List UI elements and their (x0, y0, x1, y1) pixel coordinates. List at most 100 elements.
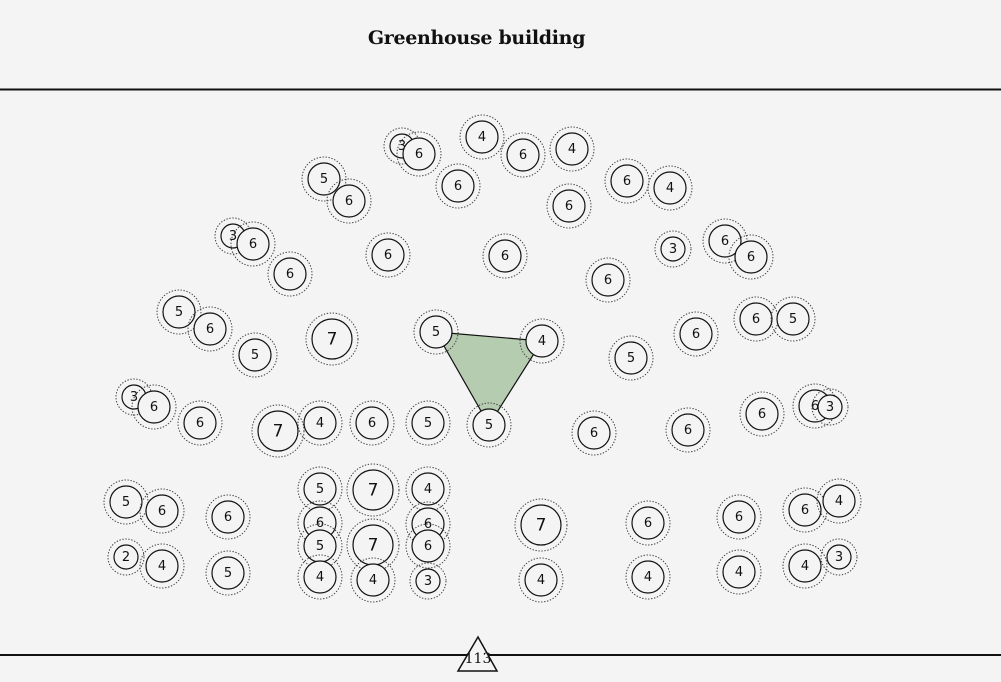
node-outer-ring (187, 306, 233, 352)
node-circle (145, 549, 179, 583)
node-outer-ring (297, 554, 343, 600)
node: 3 (811, 388, 849, 426)
node-value: 3 (835, 550, 843, 565)
node: 3 (409, 562, 447, 600)
node-outer-ring (205, 550, 251, 596)
node-circle (822, 484, 856, 518)
node-circle (788, 493, 822, 527)
node-outer-ring (519, 318, 565, 364)
node: 6 (349, 400, 395, 446)
node-outer-ring (716, 494, 762, 540)
node-value: 5 (122, 495, 130, 510)
node-value: 3 (826, 400, 834, 415)
node-value: 4 (158, 559, 166, 574)
node: 6 (625, 500, 671, 546)
node: 6 (205, 494, 251, 540)
node-value: 6 (752, 312, 760, 327)
node: 4 (716, 549, 762, 595)
node-value: 4 (316, 416, 324, 431)
node: 5 (770, 296, 816, 342)
node-outer-ring (673, 311, 719, 357)
node-circle (236, 227, 270, 261)
node: 4 (139, 543, 185, 589)
node-value: 6 (758, 407, 766, 422)
node-value: 7 (368, 481, 379, 501)
node-outer-ring (665, 407, 711, 453)
node-circle (411, 472, 445, 506)
node-circle (303, 560, 337, 594)
node-outer-ring (405, 400, 451, 446)
node-circle (506, 138, 540, 172)
node-circle (402, 137, 436, 171)
node-circle (238, 338, 272, 372)
node-circle (303, 406, 337, 440)
node-outer-ring (103, 479, 149, 525)
node-circle (472, 408, 506, 442)
node-outer-ring (585, 257, 631, 303)
node-circle (211, 556, 245, 590)
node-circle (745, 397, 779, 431)
node-circle (273, 257, 307, 291)
node: 6 (365, 232, 411, 278)
node-outer-ring (230, 221, 276, 267)
node-outer-ring (346, 463, 400, 517)
node: 4 (297, 554, 343, 600)
node: 4 (350, 557, 396, 603)
node-circle (555, 132, 589, 166)
node-outer-ring (107, 538, 145, 576)
node-value: 5 (316, 482, 324, 497)
node-outer-ring (205, 494, 251, 540)
node-outer-ring (625, 554, 671, 600)
node-value: 5 (789, 312, 797, 327)
node-outer-ring (139, 543, 185, 589)
node-value: 5 (627, 351, 635, 366)
node-value: 6 (249, 237, 257, 252)
node-value: 7 (273, 422, 284, 442)
node-circle (332, 184, 366, 218)
node-outer-ring (305, 312, 359, 366)
node-outer-ring (232, 332, 278, 378)
node-value: 6 (623, 174, 631, 189)
node-outer-ring (518, 557, 564, 603)
node-circle (671, 413, 705, 447)
node-value: 6 (196, 416, 204, 431)
node-value: 6 (519, 148, 527, 163)
node-value: 4 (644, 570, 652, 585)
node-value: 6 (565, 199, 573, 214)
node-value: 3 (398, 139, 406, 154)
node: 4 (625, 554, 671, 600)
node: 7 (346, 518, 400, 572)
node-outer-ring (131, 384, 177, 430)
node: 6 (230, 221, 276, 267)
node: 4 (647, 165, 693, 211)
node: 6 (585, 257, 631, 303)
node: 5 (466, 402, 512, 448)
node: 5 (156, 289, 202, 335)
node-circle (303, 472, 337, 506)
node-value: 6 (150, 400, 158, 415)
node-outer-ring (435, 163, 481, 209)
node-outer-ring (546, 183, 592, 229)
node: 4 (518, 557, 564, 603)
node-value: 2 (122, 550, 130, 565)
node-outer-ring (267, 251, 313, 297)
node: 4 (405, 466, 451, 512)
node: 5 (205, 550, 251, 596)
node: 6 (187, 306, 233, 352)
node-value: 6 (286, 267, 294, 282)
node-outer-ring (782, 543, 828, 589)
node-outer-ring (396, 131, 442, 177)
node-value: 3 (669, 242, 677, 257)
node-outer-ring (349, 400, 395, 446)
node-circle (137, 390, 171, 424)
node-circle (591, 263, 625, 297)
node-outer-ring (514, 498, 568, 552)
node-value: 5 (175, 305, 183, 320)
node-value: 6 (692, 327, 700, 342)
node-outer-ring (816, 478, 862, 524)
node-value: 6 (735, 510, 743, 525)
node-outer-ring (716, 549, 762, 595)
node: 6 (571, 410, 617, 456)
